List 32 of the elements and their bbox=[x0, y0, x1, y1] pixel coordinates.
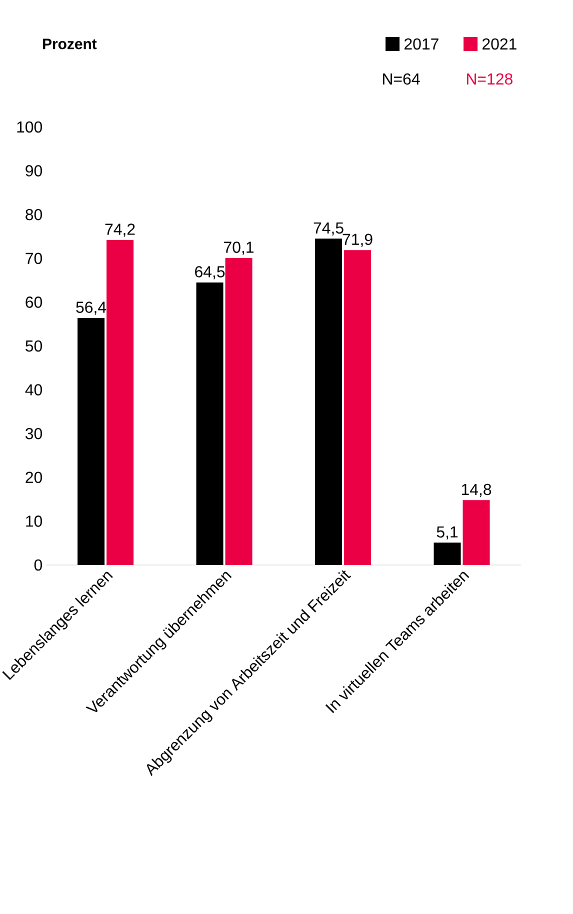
text: N=128 bbox=[467, 73, 513, 85]
y-tick-label: 50 bbox=[26, 340, 42, 352]
bar bbox=[196, 282, 224, 565]
legend-label: 2021 bbox=[482, 38, 517, 50]
y-tick-label: 40 bbox=[26, 384, 42, 396]
y-tick-label: 80 bbox=[26, 208, 42, 220]
y-tick-label: 0 bbox=[34, 559, 42, 571]
legend-label: 2017 bbox=[404, 38, 439, 50]
bar bbox=[434, 542, 462, 565]
data-label: 70,1 bbox=[224, 242, 254, 255]
data-label: 71,9 bbox=[343, 234, 373, 247]
bar bbox=[344, 250, 372, 565]
text: N=64 bbox=[383, 73, 420, 85]
y-tick-label: 100 bbox=[18, 121, 42, 133]
y-tick-label: 20 bbox=[26, 472, 42, 484]
data-label: 5,1 bbox=[437, 526, 458, 540]
y-tick-label: 70 bbox=[26, 252, 42, 264]
bar bbox=[463, 500, 490, 565]
data-label: 74,5 bbox=[314, 222, 344, 236]
y-tick-label: 90 bbox=[26, 165, 42, 176]
y-tick-label: 30 bbox=[26, 428, 42, 440]
data-label: 14,8 bbox=[462, 484, 492, 497]
chart-title: Prozent bbox=[43, 38, 97, 50]
bar bbox=[226, 258, 253, 565]
data-label: 64,5 bbox=[195, 266, 225, 280]
y-tick-label: 10 bbox=[26, 516, 42, 527]
bar bbox=[78, 318, 105, 565]
bar bbox=[315, 238, 342, 565]
y-tick-label: 60 bbox=[26, 296, 42, 308]
data-label: 74,2 bbox=[106, 224, 135, 237]
data-label: 56,4 bbox=[76, 302, 106, 315]
bar bbox=[106, 240, 134, 565]
